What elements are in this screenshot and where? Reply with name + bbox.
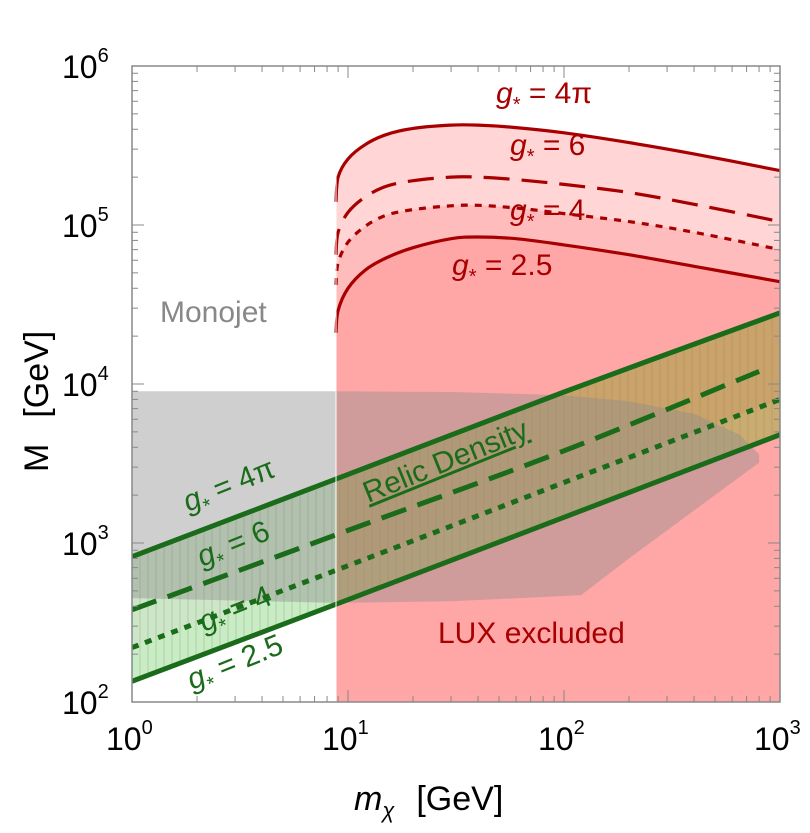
y-tick-label: 102 [62, 681, 109, 721]
x-tick-base: 10 [106, 721, 142, 757]
y-tick-label: 105 [62, 204, 109, 244]
monojet-label: Monojet [160, 296, 267, 329]
y-tick-exp: 5 [98, 204, 109, 226]
lux-gstar-4pi-curve [334, 123, 780, 202]
x-tick-exp: 1 [358, 717, 369, 739]
y-tick-label: 104 [62, 363, 109, 403]
y-tick-exp: 4 [98, 363, 109, 385]
lux-gstar-6-label: g* = 6 [510, 129, 585, 168]
y-tick-base: 10 [62, 49, 98, 85]
y-tick-base: 10 [62, 685, 98, 721]
x-tick-label: 102 [538, 717, 585, 757]
y-tick-base: 10 [62, 208, 98, 244]
x-axis-title: mχ [GeV] [354, 780, 503, 823]
y-tick-exp: 2 [98, 681, 109, 703]
x-tick-label: 100 [106, 717, 153, 757]
x-tick-exp: 3 [790, 717, 801, 739]
relic-band-hatch [132, 312, 780, 682]
lux-gstar-2.5-curve [334, 235, 780, 333]
x-tick-label: 103 [754, 717, 801, 757]
lux-gstar-2.5-label: g* = 2.5 [452, 249, 552, 288]
relic-gstar-6-curve [132, 369, 761, 613]
lux-gstar-6-curve [334, 175, 780, 255]
relic-gstar-4pi-curve [132, 310, 780, 560]
y-tick-label: 106 [62, 45, 109, 85]
y-axis-title: M[GeV] [18, 331, 56, 472]
relic-gstar-2.5-curve [132, 432, 780, 684]
y-tick-base: 10 [62, 367, 98, 403]
lux-excluded-label: LUX excluded [438, 617, 625, 650]
relic-gstar-4-curve [132, 397, 780, 650]
x-tick-label: 101 [322, 717, 369, 757]
x-tick-exp: 2 [574, 717, 585, 739]
y-tick-base: 10 [62, 526, 98, 562]
x-tick-exp: 0 [142, 717, 153, 739]
x-tick-base: 10 [538, 721, 574, 757]
lux-gstar-4-label: g* = 4 [510, 194, 585, 233]
y-tick-exp: 3 [98, 522, 109, 544]
y-tick-label: 103 [62, 522, 109, 562]
lux-gstar-4-curve [334, 203, 780, 286]
x-tick-base: 10 [322, 721, 358, 757]
lux-gstar-4pi-label: g* = 4π [496, 77, 592, 116]
x-tick-base: 10 [754, 721, 790, 757]
y-tick-exp: 6 [98, 45, 109, 67]
